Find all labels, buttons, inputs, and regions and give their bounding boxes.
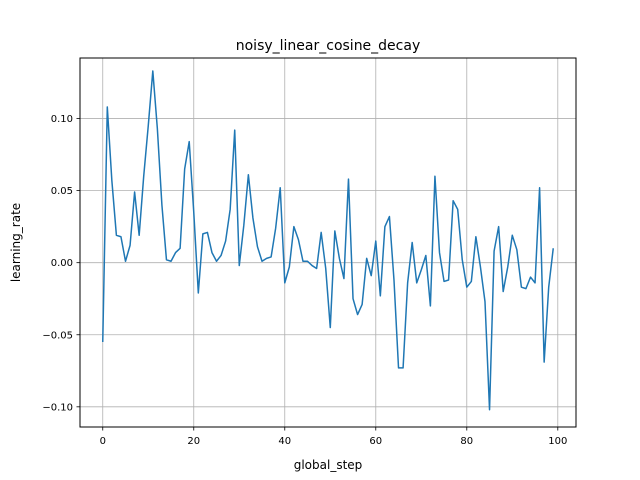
- chart-title: noisy_linear_cosine_decay: [236, 38, 421, 54]
- series-line: [102, 70, 554, 411]
- x-tick-label: 0: [100, 436, 106, 447]
- y-tick-label: 0.00: [51, 258, 73, 269]
- y-axis-ticks: −0.10 −0.05 0.00 0.05 0.10: [42, 114, 80, 413]
- plot-frame: [79, 57, 577, 428]
- grid-lines: [80, 58, 576, 427]
- x-tick-label: 40: [278, 436, 291, 447]
- y-tick-label: −0.05: [42, 330, 73, 341]
- y-tick-label: 0.05: [51, 186, 73, 197]
- x-axis-ticks: 0 20 40 60 80 100: [100, 427, 567, 447]
- y-tick-label: 0.10: [51, 114, 73, 125]
- x-tick-label: 60: [369, 436, 382, 447]
- y-tick-label: −0.10: [42, 402, 73, 413]
- x-axis-label: global_step: [294, 458, 363, 472]
- y-axis-label: learning_rate: [9, 203, 23, 282]
- data-series: [102, 70, 554, 411]
- x-tick-label: 100: [548, 436, 567, 447]
- x-tick-label: 20: [187, 436, 200, 447]
- x-tick-label: 80: [460, 436, 473, 447]
